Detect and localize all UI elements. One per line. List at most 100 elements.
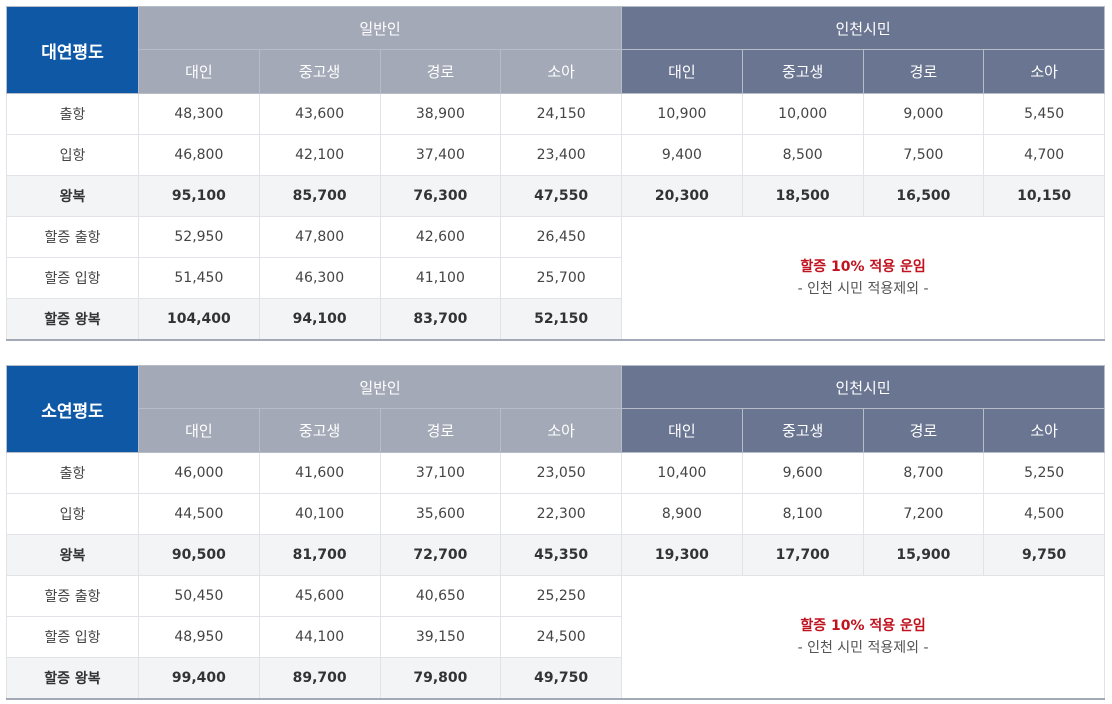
column-header: 중고생 [258, 49, 381, 94]
fare-cell: 23,400 [500, 134, 623, 176]
fare-cell: 8,100 [741, 493, 864, 535]
fare-cell: 5,250 [983, 452, 1106, 494]
route-name: 대연평도 [6, 6, 139, 94]
fare-cell: 9,400 [621, 134, 743, 176]
group-header-general: 일반인 [137, 365, 623, 409]
fare-cell: 46,300 [258, 257, 381, 299]
fare-cell: 44,500 [138, 493, 260, 535]
fare-cell: 45,350 [500, 534, 623, 576]
fare-cell: 18,500 [741, 175, 864, 217]
fare-cell: 8,700 [862, 452, 985, 494]
fare-cell: 16,500 [862, 175, 985, 217]
surcharge-notice: 할증 10% 적용 운임 - 인천 시민 적용제외 - [621, 575, 1106, 700]
fare-cell: 9,600 [741, 452, 864, 494]
row-label: 할증 입항 [6, 257, 139, 299]
column-header: 대인 [138, 408, 260, 453]
table-row: 할증 왕복 99,400 89,700 79,800 49,750 [6, 657, 1105, 700]
fare-cell: 94,100 [258, 298, 381, 341]
group-header-incheon: 인천시민 [621, 6, 1106, 50]
row-label: 할증 왕복 [6, 657, 139, 700]
fare-cell: 40,100 [258, 493, 381, 535]
fare-cell: 52,950 [138, 216, 260, 258]
row-label: 출항 [6, 452, 139, 494]
row-label: 할증 왕복 [6, 298, 139, 341]
table-row: 할증 입항 51,450 46,300 41,100 25,700 [6, 257, 1105, 299]
fare-cell: 15,900 [862, 534, 985, 576]
surcharge-notice-main: 할증 10% 적용 운임 [800, 259, 926, 275]
fare-cell: 41,100 [379, 257, 502, 299]
fare-cell: 45,600 [258, 575, 381, 617]
row-label: 입항 [6, 493, 139, 535]
fare-cell: 50,450 [138, 575, 260, 617]
fare-cell: 48,300 [138, 93, 260, 135]
column-header: 소아 [500, 408, 623, 453]
fare-cell: 41,600 [258, 452, 381, 494]
fare-cell: 8,500 [741, 134, 864, 176]
fare-cell: 26,450 [500, 216, 623, 258]
fare-cell: 37,400 [379, 134, 502, 176]
fare-cell: 46,000 [138, 452, 260, 494]
fare-cell: 76,300 [379, 175, 502, 217]
group-header-incheon: 인천시민 [621, 365, 1106, 409]
column-header: 중고생 [258, 408, 381, 453]
fare-cell: 20,300 [621, 175, 743, 217]
row-label: 왕복 [6, 534, 139, 576]
fare-cell: 40,650 [379, 575, 502, 617]
fare-cell: 4,500 [983, 493, 1106, 535]
row-label: 할증 출항 [6, 216, 139, 258]
fare-cell: 47,800 [258, 216, 381, 258]
surcharge-notice-main: 할증 10% 적용 운임 [800, 618, 926, 634]
column-header: 대인 [621, 408, 743, 453]
fare-cell: 39,150 [379, 616, 502, 658]
fare-cell: 4,700 [983, 134, 1106, 176]
fare-cell: 7,200 [862, 493, 985, 535]
fare-cell: 85,700 [258, 175, 381, 217]
route-name: 소연평도 [6, 365, 139, 453]
fare-cell: 19,300 [621, 534, 743, 576]
fare-cell: 89,700 [258, 657, 381, 700]
column-header: 경로 [379, 49, 502, 94]
fare-cell: 49,750 [500, 657, 623, 700]
table-row: 할증 왕복 104,400 94,100 83,700 52,150 [6, 298, 1105, 341]
table-row: 할증 입항 48,950 44,100 39,150 24,500 [6, 616, 1105, 658]
fare-cell: 37,100 [379, 452, 502, 494]
surcharge-notice: 할증 10% 적용 운임 - 인천 시민 적용제외 - [621, 216, 1106, 341]
row-label: 할증 출항 [6, 575, 139, 617]
fare-cell: 47,550 [500, 175, 623, 217]
fare-cell: 10,000 [741, 93, 864, 135]
fare-cell: 48,950 [138, 616, 260, 658]
fare-cell: 9,750 [983, 534, 1106, 576]
fare-cell: 25,250 [500, 575, 623, 617]
fare-cell: 5,450 [983, 93, 1106, 135]
fare-cell: 17,700 [741, 534, 864, 576]
fare-cell: 83,700 [379, 298, 502, 341]
row-label: 입항 [6, 134, 139, 176]
fare-cell: 23,050 [500, 452, 623, 494]
column-header: 소아 [983, 49, 1106, 94]
fare-cell: 81,700 [258, 534, 381, 576]
column-header: 경로 [862, 49, 985, 94]
fare-cell: 10,400 [621, 452, 743, 494]
fare-cell: 44,100 [258, 616, 381, 658]
fare-cell: 22,300 [500, 493, 623, 535]
fare-cell: 72,700 [379, 534, 502, 576]
fare-table: 대연평도 일반인 인천시민 대인 중고생 경로 소아 대인 중고생 경로 소아 출항 48,300 43,… [6, 6, 1106, 341]
fare-cell: 35,600 [379, 493, 502, 535]
fare-cell: 10,900 [621, 93, 743, 135]
fare-table: 소연평도 일반인 인천시민 대인 중고생 경로 소아 대인 중고생 경로 소아 출항 46,000 41,… [6, 365, 1106, 700]
column-header: 경로 [862, 408, 985, 453]
table-row: 출항 46,000 41,600 37,100 23,050 10,400 9,600 8,7… [6, 452, 1106, 494]
row-label: 출항 [6, 93, 139, 135]
fare-cell: 24,150 [500, 93, 623, 135]
fare-cell: 42,100 [258, 134, 381, 176]
group-header-general: 일반인 [137, 6, 623, 50]
table-row: 왕복 90,500 81,700 72,700 45,350 19,300 17,700 15… [6, 534, 1106, 576]
table-row: 왕복 95,100 85,700 76,300 47,550 20,300 18,500 16… [6, 175, 1106, 217]
fare-cell: 79,800 [379, 657, 502, 700]
row-label: 할증 입항 [6, 616, 139, 658]
table-row: 출항 48,300 43,600 38,900 24,150 10,900 10,000 9,… [6, 93, 1106, 135]
fare-cell: 51,450 [138, 257, 260, 299]
column-header: 경로 [379, 408, 502, 453]
fare-cell: 38,900 [379, 93, 502, 135]
fare-cell: 42,600 [379, 216, 502, 258]
